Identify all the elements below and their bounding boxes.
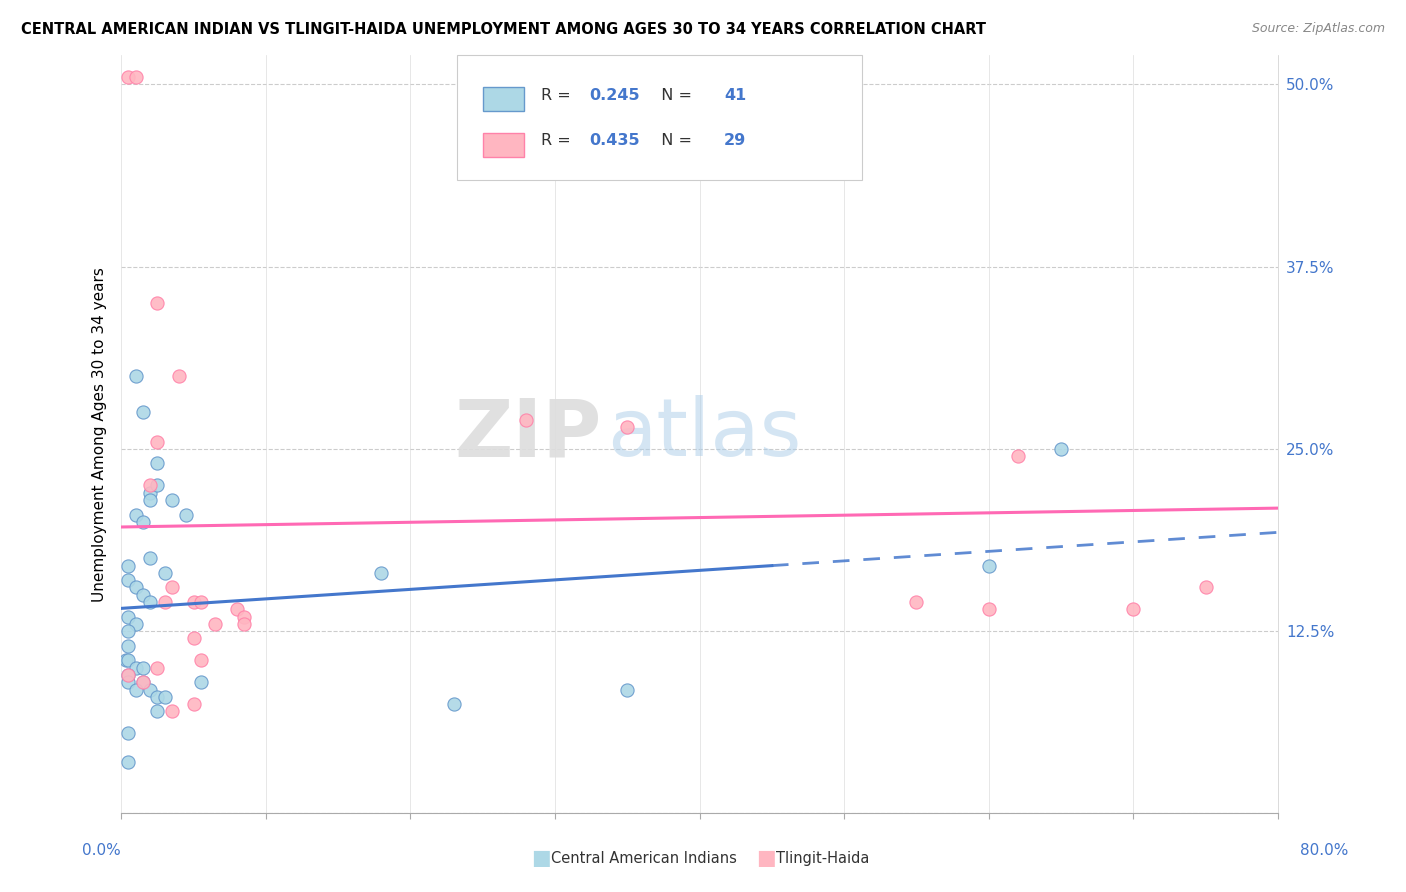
Point	[370, 566, 392, 580]
Text: Tlingit-Haida: Tlingit-Haida	[776, 851, 869, 865]
Point	[139, 478, 162, 492]
Text: Central American Indians: Central American Indians	[551, 851, 737, 865]
Point	[167, 368, 190, 383]
Point	[160, 492, 183, 507]
Point	[174, 508, 197, 522]
Point	[153, 595, 176, 609]
Point	[124, 616, 146, 631]
Text: CENTRAL AMERICAN INDIAN VS TLINGIT-HAIDA UNEMPLOYMENT AMONG AGES 30 TO 34 YEARS : CENTRAL AMERICAN INDIAN VS TLINGIT-HAIDA…	[21, 22, 986, 37]
Point	[1194, 581, 1216, 595]
Point	[153, 566, 176, 580]
Point	[117, 653, 139, 667]
Point	[124, 660, 146, 674]
Y-axis label: Unemployment Among Ages 30 to 34 years: Unemployment Among Ages 30 to 34 years	[93, 267, 107, 602]
Point	[117, 675, 139, 690]
Point	[117, 573, 139, 587]
Point	[139, 485, 162, 500]
Point	[761, 78, 783, 92]
Text: 0.0%: 0.0%	[82, 843, 121, 858]
Point	[204, 616, 226, 631]
FancyBboxPatch shape	[457, 55, 862, 180]
Point	[117, 756, 139, 770]
Point	[225, 602, 247, 616]
Point	[183, 632, 205, 646]
Point	[117, 726, 139, 740]
Text: 41: 41	[724, 87, 747, 103]
Point	[132, 515, 155, 529]
Point	[160, 705, 183, 719]
Point	[183, 697, 205, 711]
Point	[117, 558, 139, 573]
Point	[183, 595, 205, 609]
Point	[132, 660, 155, 674]
Point	[117, 70, 139, 84]
Point	[146, 434, 169, 449]
Point	[153, 690, 176, 704]
Point	[190, 653, 212, 667]
Point	[139, 492, 162, 507]
Text: N =: N =	[651, 133, 697, 148]
Text: 80.0%: 80.0%	[1301, 843, 1348, 858]
Point	[190, 675, 212, 690]
Point	[139, 551, 162, 566]
Text: ■: ■	[531, 848, 551, 868]
Point	[1050, 442, 1073, 456]
Point	[124, 682, 146, 697]
Point	[139, 682, 162, 697]
Point	[1007, 449, 1029, 463]
Text: R =: R =	[541, 87, 576, 103]
Point	[117, 668, 139, 682]
Point	[146, 478, 169, 492]
Point	[977, 558, 1000, 573]
Text: 0.435: 0.435	[589, 133, 640, 148]
Text: 0.245: 0.245	[589, 87, 640, 103]
Point	[977, 602, 1000, 616]
Point	[114, 653, 136, 667]
Point	[160, 581, 183, 595]
Point	[117, 668, 139, 682]
Point	[905, 595, 928, 609]
Point	[146, 296, 169, 310]
Point	[124, 70, 146, 84]
Text: R =: R =	[541, 133, 576, 148]
Text: atlas: atlas	[607, 395, 801, 474]
Text: Source: ZipAtlas.com: Source: ZipAtlas.com	[1251, 22, 1385, 36]
Bar	[484, 133, 524, 157]
Point	[146, 705, 169, 719]
Point	[132, 405, 155, 419]
Point	[124, 368, 146, 383]
Point	[117, 609, 139, 624]
Point	[132, 675, 155, 690]
Point	[132, 675, 155, 690]
Point	[233, 609, 256, 624]
Point	[146, 660, 169, 674]
Text: ZIP: ZIP	[454, 395, 602, 474]
Point	[117, 639, 139, 653]
Point	[124, 508, 146, 522]
Point	[616, 682, 638, 697]
Point	[132, 588, 155, 602]
Point	[190, 595, 212, 609]
Point	[515, 413, 537, 427]
Point	[146, 690, 169, 704]
Text: ■: ■	[756, 848, 776, 868]
Point	[124, 581, 146, 595]
Point	[616, 420, 638, 434]
Point	[1122, 602, 1144, 616]
Bar	[484, 87, 524, 112]
Point	[117, 624, 139, 639]
Point	[233, 616, 256, 631]
Text: 29: 29	[724, 133, 747, 148]
Point	[443, 697, 465, 711]
Point	[139, 595, 162, 609]
Point	[146, 457, 169, 471]
Text: N =: N =	[651, 87, 697, 103]
